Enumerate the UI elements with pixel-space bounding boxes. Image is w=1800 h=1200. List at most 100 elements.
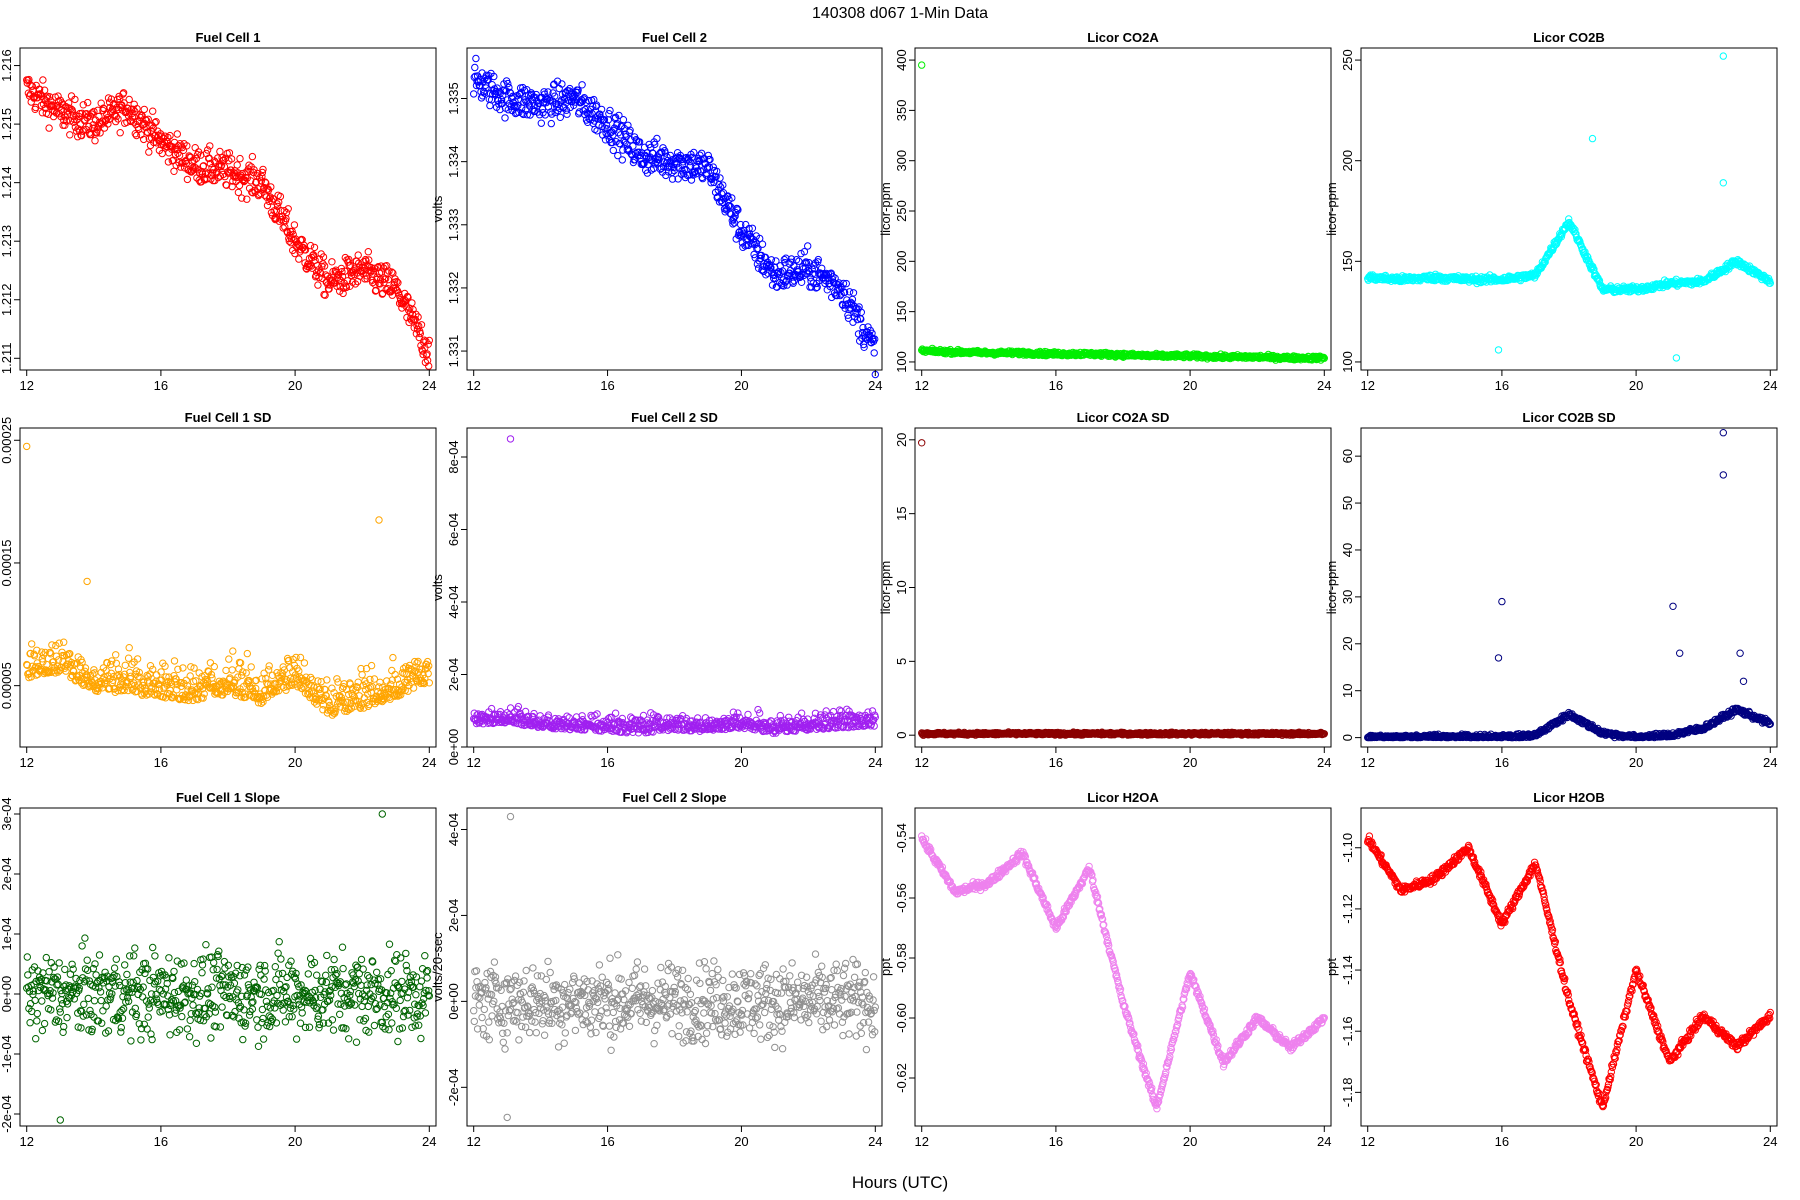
data-point [261,178,269,186]
data-point [190,156,198,165]
data-point [102,116,110,124]
panel-title: Licor CO2B [1533,30,1605,45]
data-point [263,201,272,210]
data-point [780,255,788,264]
data-point [286,231,294,239]
data-point [870,349,878,357]
data-point [551,92,559,100]
data-point [425,336,433,345]
data-point [724,192,732,200]
data-point [414,313,422,321]
data-point [289,230,297,239]
data-point [574,86,582,94]
data-point [194,166,202,174]
data-point [597,105,606,114]
data-point [398,304,406,312]
y-tick-label: 1.332 [446,272,461,305]
x-tick-label: 24 [1763,378,1777,393]
x-tick-label: 16 [154,378,168,393]
data-point [716,183,725,191]
data-point [614,151,622,160]
data-point [359,266,367,275]
data-point [258,172,266,181]
data-point [608,138,616,147]
data-point [96,129,104,137]
data-point [116,129,124,137]
data-point [66,131,74,139]
data-point [871,335,879,343]
plot-frame [19,47,437,371]
data-point [145,148,153,156]
data-point [609,146,617,155]
panel-title: Licor CO2A SD [1077,410,1170,425]
data-point [291,249,299,258]
data-point [144,115,152,124]
x-tick-label: 24 [868,755,882,770]
data-point [578,81,586,89]
data-point [284,205,292,213]
data-point [152,118,160,126]
data-point [363,275,371,283]
data-point [537,119,545,127]
data-point [105,115,113,124]
data-point [767,264,775,272]
data-point [786,269,794,277]
data-point [675,153,683,162]
data-point [35,85,44,94]
data-point [321,291,329,299]
data-point [174,149,182,158]
data-point [183,175,192,184]
data-point [234,188,243,197]
data-point [238,194,246,202]
data-point [404,293,412,302]
data-point [288,227,296,236]
data-point [364,248,372,256]
data-point [206,159,215,168]
data-point [47,97,55,105]
x-tick-label: 16 [600,378,614,393]
data-point [523,111,531,119]
data-point [756,234,764,243]
data-point [767,256,776,264]
data-point [782,254,790,262]
data-points [918,61,1329,364]
data-point [757,254,765,263]
data-point [25,75,33,84]
data-point [71,95,79,104]
data-point [629,142,637,150]
plot-frame [466,47,883,371]
data-point [614,129,623,137]
data-point [860,343,868,351]
data-point [320,262,329,270]
data-point [777,268,785,277]
data-point [265,197,273,206]
data-point [104,120,112,128]
y-tick-label: 1.211 [0,343,14,375]
y-tick-label: 1.216 [0,49,14,82]
data-point [40,86,49,94]
data-point [602,121,611,129]
data-point [177,163,185,171]
data-point [547,119,555,128]
data-point [424,340,432,348]
data-point [497,96,506,104]
data-point [686,157,694,166]
data-point [79,127,87,135]
x-tick-label: 24 [422,378,436,393]
data-point [325,285,333,293]
data-point [371,287,380,295]
y-tick-label: 100 [894,351,909,373]
data-point [728,194,736,202]
data-point [425,362,433,370]
data-point [290,221,299,229]
data-point [37,90,45,99]
data-point [129,105,137,114]
data-point [813,283,821,291]
data-point [501,114,509,122]
y-tick-label: 1.335 [446,82,461,115]
y-tick-label: 300 [894,150,909,172]
data-point [243,195,251,203]
data-point [216,147,224,156]
data-point [605,110,613,118]
data-point [61,121,69,130]
